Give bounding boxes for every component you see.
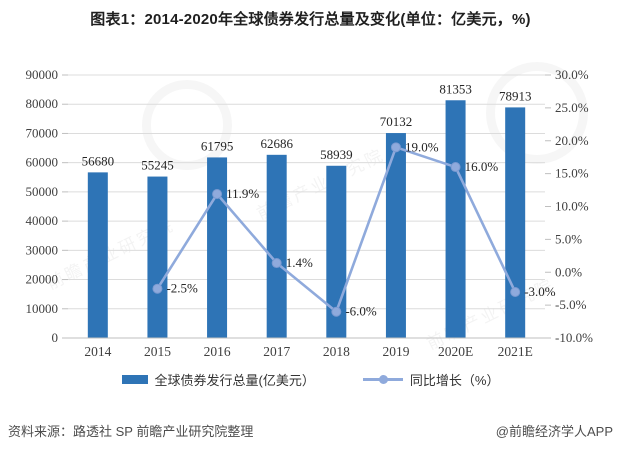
legend-line-dot bbox=[378, 375, 388, 384]
bar-label-2014: 56680 bbox=[82, 153, 115, 168]
source-note: 资料来源：路透社 SP 前瞻产业研究院整理 bbox=[8, 424, 254, 439]
y-left-tick-label: 30000 bbox=[26, 242, 59, 257]
line-label-2018: -6.0% bbox=[345, 304, 377, 319]
legend-item-line: 同比增长（%） bbox=[362, 370, 500, 389]
y-left-tick-label: 0 bbox=[52, 330, 59, 345]
y-left-tick-label: 10000 bbox=[26, 301, 59, 316]
x-axis-label-2019: 2019 bbox=[382, 344, 409, 359]
bar-2019 bbox=[385, 133, 406, 338]
bar-2015 bbox=[147, 176, 168, 338]
x-axis-label-2020E: 2020E bbox=[438, 344, 473, 359]
bar-label-2015: 55245 bbox=[141, 158, 174, 173]
y-left-tick-label: 80000 bbox=[26, 96, 59, 111]
legend-bar-swatch bbox=[121, 375, 148, 384]
line-label-2015: -2.5% bbox=[166, 281, 198, 296]
x-axis-label-2021E: 2021E bbox=[498, 344, 533, 359]
line-label-2021E: -3.0% bbox=[524, 284, 556, 299]
legend-line-swatch bbox=[362, 375, 403, 384]
y-right-tick-label: 0.0% bbox=[555, 264, 582, 279]
bar-2017 bbox=[266, 154, 287, 338]
growth-marker-2017 bbox=[271, 258, 282, 269]
bar-label-2020E: 81353 bbox=[439, 81, 472, 96]
bar-2021E bbox=[505, 107, 526, 338]
growth-marker-2019 bbox=[390, 142, 401, 153]
y-right-tick-label: 5.0% bbox=[555, 231, 582, 246]
growth-marker-2018 bbox=[331, 306, 342, 317]
y-right-tick-label: 10.0% bbox=[555, 199, 589, 214]
chart-title: 图表1：2014-2020年全球债券发行总量及变化(单位：亿美元，%) bbox=[90, 11, 531, 28]
y-left-tick-label: 90000 bbox=[26, 67, 59, 82]
y-left-tick-label: 20000 bbox=[26, 272, 59, 287]
growth-marker-2021E bbox=[510, 286, 521, 297]
line-label-2019: 19.0% bbox=[405, 139, 439, 154]
bar-2020E bbox=[445, 100, 466, 338]
y-right-tick-label: 25.0% bbox=[555, 100, 589, 115]
growth-marker-2020E bbox=[450, 162, 461, 173]
bar-label-2017: 62686 bbox=[260, 136, 293, 151]
bar-label-2016: 61795 bbox=[201, 138, 234, 153]
x-axis-label-2014: 2014 bbox=[84, 344, 111, 359]
brand-note: @前瞻经济学人APP bbox=[495, 424, 613, 439]
y-right-tick-label: 15.0% bbox=[555, 166, 589, 181]
combo-chart: 0 10000 20000 30000 40000 50000 60000 70000 8000… bbox=[26, 67, 594, 359]
y-right-tick-label: -10.0% bbox=[555, 330, 593, 345]
x-axis-label-2017: 2017 bbox=[263, 344, 290, 359]
bar-2016 bbox=[207, 157, 228, 338]
y-right-tick-label: 20.0% bbox=[555, 133, 589, 148]
bar-label-2018: 58939 bbox=[320, 147, 353, 162]
y-left-tick-label: 60000 bbox=[26, 155, 59, 170]
y-right-tick-label: -5.0% bbox=[555, 297, 587, 312]
y-left-tick-label: 50000 bbox=[26, 184, 59, 199]
bar-2014 bbox=[87, 172, 108, 338]
chart-legend: 全球债券发行总量(亿美元） 同比增长（%） bbox=[0, 370, 621, 389]
line-label-2017: 1.4% bbox=[286, 255, 313, 270]
y-left-tick-label: 70000 bbox=[26, 125, 59, 140]
y-right-tick-label: 30.0% bbox=[555, 67, 589, 82]
legend-item-bars: 全球债券发行总量(亿美元） bbox=[121, 370, 315, 389]
growth-marker-2015 bbox=[152, 283, 163, 294]
footer: 资料来源：路透社 SP 前瞻产业研究院整理 @前瞻经济学人APP bbox=[0, 421, 621, 440]
x-axis-label-2015: 2015 bbox=[144, 344, 171, 359]
x-axis-label-2016: 2016 bbox=[204, 344, 231, 359]
y-left-tick-label: 40000 bbox=[26, 213, 59, 228]
x-axis-label-2018: 2018 bbox=[323, 344, 350, 359]
line-label-2020E: 16.0% bbox=[465, 159, 499, 174]
line-label-2016: 11.9% bbox=[226, 186, 259, 201]
growth-marker-2016 bbox=[212, 189, 223, 200]
legend-line-label: 同比增长（%） bbox=[409, 373, 500, 388]
legend-bar-label: 全球债券发行总量(亿美元） bbox=[154, 373, 315, 388]
bar-label-2019: 70132 bbox=[380, 114, 413, 129]
bar-label-2021E: 78913 bbox=[499, 88, 532, 103]
